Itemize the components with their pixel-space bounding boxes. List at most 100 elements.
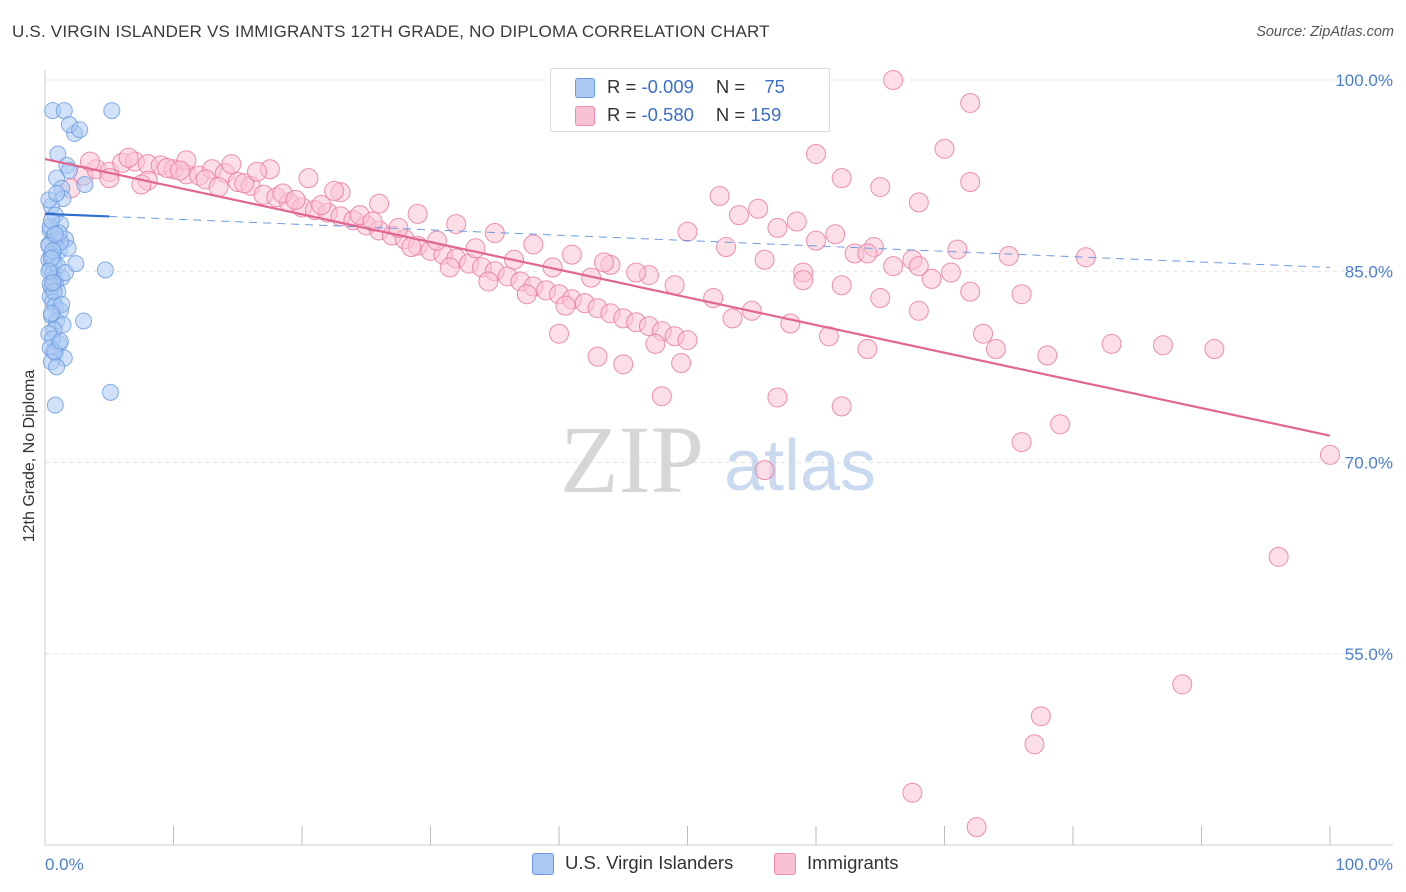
legend-n-value: 159 <box>750 104 782 125</box>
immigrant-point <box>998 245 1019 266</box>
immigrant-point <box>728 205 749 226</box>
immigrant-point <box>1037 345 1058 366</box>
immigrant-point <box>960 172 981 192</box>
immigrant-point <box>285 189 306 210</box>
virgin-islander-point <box>96 261 114 279</box>
virgin-islander-point <box>48 184 66 202</box>
y-axis-label: 12th Grade, No Diploma <box>21 370 38 543</box>
legend-swatch-pink <box>774 853 796 875</box>
data-points <box>40 70 1340 838</box>
virgin-islander-point <box>102 383 120 401</box>
virgin-islander-trend-line <box>44 212 110 218</box>
virgin-islander-point <box>48 358 66 376</box>
immigrant-point <box>407 203 428 224</box>
immigrant-point <box>298 168 319 189</box>
immigrant-point <box>947 239 968 260</box>
immigrant-point <box>369 193 390 214</box>
immigrant-point <box>722 308 743 329</box>
legend-n-label: N = <box>715 104 751 125</box>
immigrant-point <box>651 386 672 407</box>
immigrant-point <box>857 243 878 264</box>
immigrant-point <box>1101 333 1122 354</box>
virgin-islander-point <box>44 274 62 292</box>
immigrant-point <box>709 186 730 207</box>
x-tick-label: 100.0% <box>1335 855 1393 874</box>
y-tick-label: 70.0% <box>1345 454 1393 473</box>
grid-lines <box>45 79 1393 655</box>
virgin-islander-point <box>67 255 85 273</box>
legend-row-virgin-islanders: R = -0.009 N = 75 <box>551 73 829 101</box>
legend-swatch-blue <box>532 853 554 875</box>
legend-row-immigrants: R = -0.580 N = 159 <box>551 101 829 129</box>
immigrant-point <box>985 339 1006 360</box>
legend-r-value: -0.580 <box>641 104 694 125</box>
immigrant-point <box>664 275 685 296</box>
immigrant-point <box>478 271 499 292</box>
immigrant-point <box>626 262 647 283</box>
immigrant-point <box>857 339 878 360</box>
immigrant-point <box>825 224 846 245</box>
virgin-islander-point <box>75 312 93 330</box>
virgin-islander-point <box>51 332 69 350</box>
legend-swatch-pink <box>575 106 595 126</box>
immigrant-point <box>1204 339 1225 360</box>
immigrant-point <box>645 333 666 354</box>
y-tick-label: 85.0% <box>1345 262 1393 281</box>
immigrant-point <box>883 256 904 277</box>
axes <box>44 70 1393 846</box>
legend-n-label: N = <box>715 76 751 97</box>
tick-labels: 100.0% 85.0% 70.0% 55.0% 0.0% 100.0% <box>45 71 1393 874</box>
virgin-islander-point <box>76 176 94 194</box>
immigrant-point <box>561 244 582 265</box>
x-tick-label: 0.0% <box>45 855 84 874</box>
watermark-zip: ZIP <box>560 406 704 513</box>
virgin-islander-point <box>46 225 64 243</box>
correlation-legend: R = -0.009 N = 75 R = -0.580 N = 159 <box>550 68 830 132</box>
immigrant-point <box>1268 546 1289 567</box>
virgin-islander-point <box>103 102 121 120</box>
virgin-islander-point <box>46 396 64 414</box>
immigrant-point <box>465 238 486 259</box>
immigrant-trend-line <box>44 157 1331 437</box>
immigrant-point <box>793 270 814 291</box>
immigrant-point <box>1172 674 1193 695</box>
immigrant-point <box>671 353 692 374</box>
immigrant-point <box>247 161 268 182</box>
immigrant-point <box>549 323 569 344</box>
legend-label: Immigrants <box>807 852 899 873</box>
immigrant-point <box>234 173 255 194</box>
trend-lines <box>44 157 1331 437</box>
immigrant-point <box>908 192 929 213</box>
immigrant-point <box>79 151 100 172</box>
immigrant-point <box>786 211 807 232</box>
immigrant-point <box>767 387 788 408</box>
immigrant-point <box>908 300 929 321</box>
immigrant-point <box>1024 734 1045 755</box>
immigrant-point <box>311 194 332 215</box>
immigrant-point <box>677 221 698 242</box>
immigrant-point <box>221 154 242 175</box>
immigrant-point <box>516 284 537 305</box>
immigrant-point <box>870 288 891 309</box>
immigrant-point <box>908 256 929 277</box>
immigrant-point <box>960 92 981 113</box>
immigrant-point <box>613 354 634 375</box>
immigrant-point <box>362 211 383 232</box>
virgin-islander-point <box>42 304 60 322</box>
immigrant-point <box>806 143 826 164</box>
watermark: ZIP atlas <box>560 406 876 513</box>
immigrant-point <box>960 281 981 302</box>
immigrant-point <box>902 782 923 803</box>
immigrant-point <box>593 252 614 273</box>
immigrant-point <box>677 330 698 351</box>
virgin-islander-point <box>71 121 89 139</box>
legend-label: U.S. Virgin Islanders <box>565 852 734 873</box>
immigrant-point <box>1050 414 1071 435</box>
immigrant-point <box>973 323 994 344</box>
chart-source: Source: ZipAtlas.com <box>1256 24 1394 40</box>
immigrant-point <box>940 262 961 283</box>
immigrant-point <box>754 460 775 481</box>
immigrant-point <box>1030 706 1051 727</box>
virgin-islander-point <box>60 162 78 180</box>
